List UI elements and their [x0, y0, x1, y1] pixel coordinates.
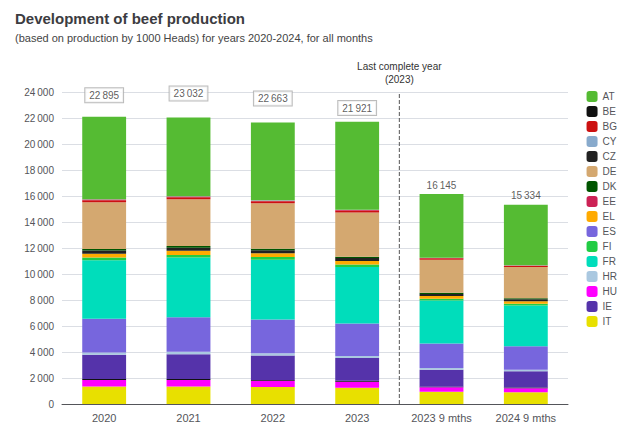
svg-text:FR: FR — [603, 256, 616, 267]
svg-text:4 000: 4 000 — [30, 347, 55, 358]
svg-text:HR: HR — [603, 271, 617, 282]
svg-text:HU: HU — [603, 286, 617, 297]
svg-text:24 000: 24 000 — [24, 87, 54, 98]
svg-text:BE: BE — [603, 106, 617, 117]
svg-text:22 000: 22 000 — [24, 113, 54, 124]
svg-text:15 334: 15 334 — [511, 190, 541, 201]
svg-text:DK: DK — [603, 181, 617, 192]
svg-text:2024 9 mths: 2024 9 mths — [496, 412, 557, 424]
svg-text:22 663: 22 663 — [258, 93, 288, 104]
svg-text:2022: 2022 — [261, 412, 285, 424]
svg-text:20 000: 20 000 — [24, 139, 54, 150]
svg-text:BG: BG — [603, 121, 618, 132]
svg-text:ES: ES — [603, 226, 617, 237]
svg-text:Development of beef production: Development of beef production — [15, 10, 245, 27]
svg-text:18 000: 18 000 — [24, 165, 54, 176]
svg-text:CY: CY — [603, 136, 617, 147]
svg-text:AT: AT — [603, 91, 615, 102]
svg-text:2020: 2020 — [92, 412, 116, 424]
svg-text:2023: 2023 — [345, 412, 369, 424]
svg-text:10 000: 10 000 — [24, 269, 54, 280]
svg-text:CZ: CZ — [603, 151, 616, 162]
svg-text:2021: 2021 — [176, 412, 200, 424]
svg-text:0: 0 — [48, 399, 54, 410]
svg-text:12 000: 12 000 — [24, 243, 54, 254]
svg-text:21 921: 21 921 — [342, 103, 372, 114]
svg-text:14 000: 14 000 — [24, 217, 54, 228]
svg-text:IT: IT — [603, 316, 612, 327]
svg-text:EL: EL — [603, 211, 616, 222]
svg-text:EE: EE — [603, 196, 617, 207]
svg-text:2 000: 2 000 — [30, 373, 55, 384]
svg-text:8 000: 8 000 — [30, 295, 55, 306]
svg-text:2023 9 mths: 2023 9 mths — [411, 412, 472, 424]
svg-text:22 895: 22 895 — [89, 90, 119, 101]
svg-text:23 032: 23 032 — [174, 88, 204, 99]
svg-text:16 000: 16 000 — [24, 191, 54, 202]
svg-text:(based on production by 1000 H: (based on production by 1000 Heads) for … — [15, 32, 373, 44]
svg-text:FI: FI — [603, 241, 612, 252]
svg-text:6 000: 6 000 — [30, 321, 55, 332]
svg-text:16 145: 16 145 — [427, 180, 457, 191]
svg-text:DE: DE — [603, 166, 617, 177]
svg-text:Last complete year: Last complete year — [357, 61, 442, 72]
svg-text:(2023): (2023) — [385, 74, 414, 85]
svg-text:IE: IE — [603, 301, 613, 312]
